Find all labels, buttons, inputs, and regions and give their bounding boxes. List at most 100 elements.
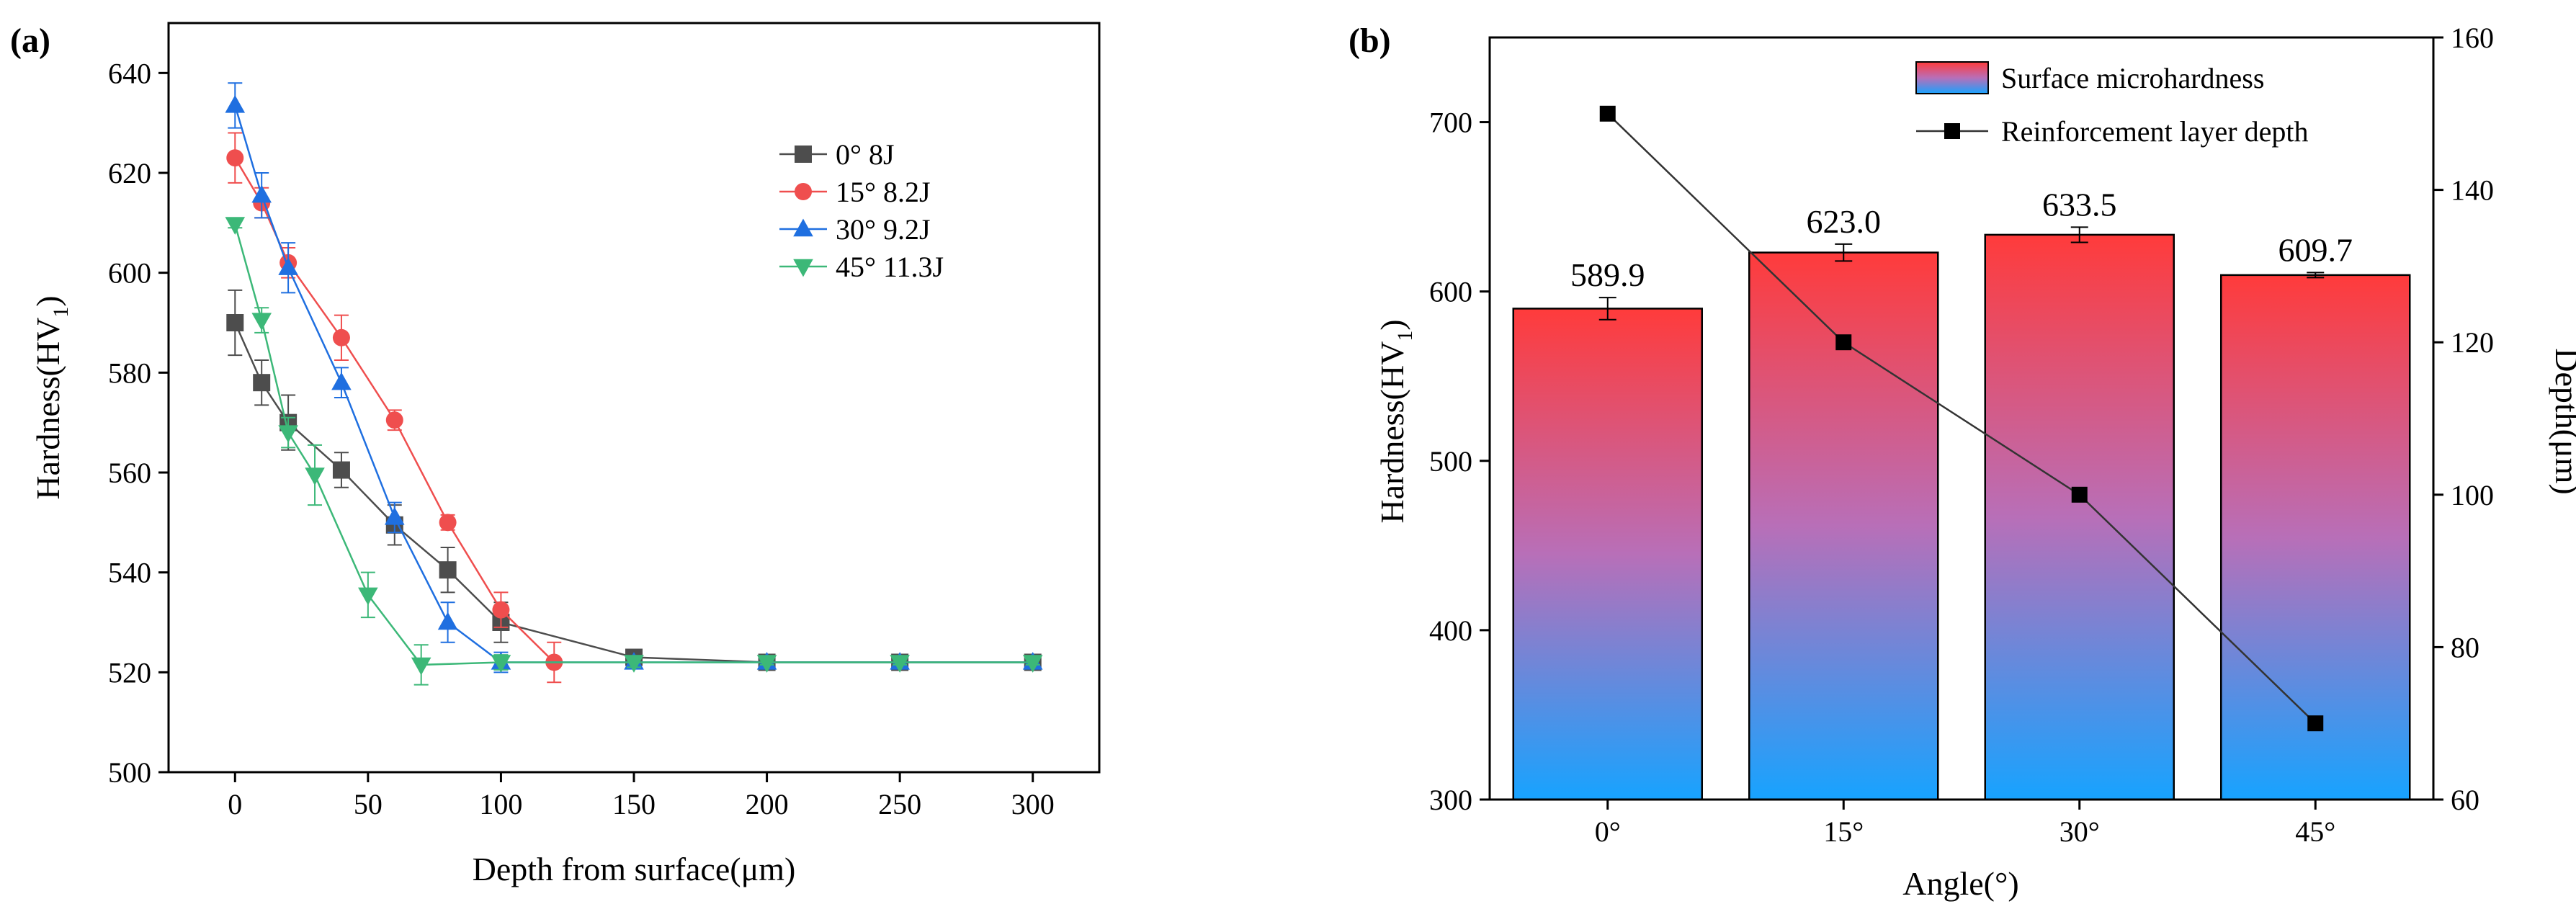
panel-b-plot-frame — [1488, 36, 2435, 801]
panel-b-y-tick-label: 400 — [1429, 614, 1472, 647]
panel-b-y-tick-label: 600 — [1429, 276, 1472, 308]
series-1-point — [385, 411, 403, 429]
bar-3 — [2220, 274, 2411, 801]
panel-b-ticks: 0° 15° 30° 45° 300 400 500 600 700 60 80 100 120 140 1… — [1429, 22, 2494, 848]
panel-a: (a) 0 50 100 150 200 250 300 500 520 540 560 580 600… — [10, 22, 1101, 887]
panel-a-y-tick-label: 500 — [108, 756, 151, 789]
series-3-point — [225, 217, 246, 235]
panel-a-ticks: 0 50 100 150 200 250 300 500 520 540 560 580 600 620 6… — [108, 57, 1055, 820]
depth-line — [1606, 112, 2317, 725]
series-3-point — [411, 657, 431, 676]
series-3-point — [1022, 655, 1043, 673]
panel-a-y-tick-label: 580 — [108, 357, 151, 389]
series-3-point — [358, 587, 378, 606]
panel-a-label: (a) — [10, 22, 50, 60]
panel-a-x-tick-label: 150 — [612, 788, 656, 820]
panel-b-y2-tick-label: 80 — [2451, 631, 2479, 663]
panel-b-depth-line — [1599, 105, 2324, 732]
panel-a-x-axis-label: Depth from surface(μm) — [473, 851, 796, 887]
series-3-point — [278, 425, 298, 443]
legend-b-line-marker — [1944, 123, 1960, 139]
series-0-point — [332, 461, 350, 479]
series-0-line — [234, 322, 1033, 663]
panel-b-y2-tick-label: 60 — [2451, 784, 2479, 816]
legend-a-label-1: 15° 8.2J — [836, 176, 931, 208]
series-2-point — [225, 95, 246, 113]
series-3-point — [305, 467, 325, 485]
panel-a-series — [225, 82, 1043, 686]
bar-2-value-label: 633.5 — [2042, 186, 2117, 223]
panel-a-x-tick-label: 100 — [479, 788, 522, 820]
panel-b-label: (b) — [1349, 22, 1391, 60]
panel-b-y2-tick-label: 120 — [2451, 326, 2494, 359]
panel-a-y-tick-label: 540 — [108, 557, 151, 589]
legend-a-label-2: 30° 9.2J — [836, 213, 931, 246]
series-1-line — [234, 157, 555, 663]
panel-b-y2-tick-label: 140 — [2451, 174, 2494, 207]
legend-b-bar-swatch — [1915, 61, 1989, 94]
panel-b-y-axis-label-main: Hardness(HV — [1374, 341, 1410, 524]
series-3-point — [890, 655, 910, 673]
series-3-point — [756, 655, 777, 673]
series-2-point — [437, 612, 458, 630]
panel-b-legend: Surface microhardness Reinforcement layer… — [1915, 61, 2308, 148]
panel-a-y-tick-label: 620 — [108, 157, 151, 189]
panel-a-y-axis-label-main: Hardness(HV — [30, 318, 66, 500]
panel-a-y-tick-label: 560 — [108, 457, 151, 489]
series-1-point — [492, 601, 510, 619]
series-3-point — [251, 313, 272, 331]
legend-b-bar-label: Surface microhardness — [2001, 62, 2264, 94]
panel-b-y-axis-label-close: ) — [1374, 319, 1410, 330]
panel-b-x-axis-label: Angle(°) — [1902, 865, 2018, 902]
panel-b-x-tick-label: 30° — [2060, 815, 2100, 848]
legend-a-label-3: 45° 11.3J — [836, 251, 944, 283]
panel-a-y-tick-label: 600 — [108, 257, 151, 290]
legend-a-marker-2 — [793, 218, 813, 237]
panel-a-y-axis-label-sub: 1 — [49, 307, 73, 318]
panel-b-x-tick-label: 45° — [2295, 815, 2335, 848]
panel-b-y2-tick-label: 100 — [2451, 479, 2494, 511]
panel-b-x-tick-label: 15° — [1823, 815, 1864, 848]
panel-a-y-axis-label: Hardness(HV1) — [30, 295, 73, 499]
series-0-point — [439, 561, 457, 579]
panel-b-y-axis-label: Hardness(HV1) — [1374, 319, 1417, 523]
panel-b-y-tick-label: 700 — [1429, 107, 1472, 139]
legend-a-marker-3 — [793, 259, 813, 277]
legend-a-marker-1 — [795, 183, 812, 200]
panel-b-bars: 589.9 623.0 633.5 609.7 — [1512, 186, 2411, 801]
panel-a-legend: 0° 8J 15° 8.2J 30° 9.2J 45° 11.3J — [779, 138, 944, 283]
panel-a-x-tick-label: 250 — [878, 788, 921, 820]
series-2-point — [251, 184, 272, 203]
series-3-point — [624, 655, 644, 673]
depth-point-1 — [1835, 334, 1852, 351]
bar-3-value-label: 609.7 — [2278, 231, 2353, 268]
legend-a-label-0: 0° 8J — [836, 138, 895, 171]
legend-b-line-label: Reinforcement layer depth — [2001, 115, 2308, 148]
bar-0 — [1512, 308, 1703, 801]
panel-b-y2-tick-label: 160 — [2451, 22, 2494, 54]
series-2-point — [384, 507, 405, 525]
series-0-point — [226, 314, 244, 331]
panel-a-x-tick-label: 200 — [746, 788, 789, 820]
depth-point-0 — [1599, 105, 1616, 122]
panel-b-y-tick-label: 300 — [1429, 784, 1472, 816]
series-2-point — [331, 372, 352, 390]
bar-2 — [1984, 233, 2175, 801]
legend-a-marker-0 — [795, 146, 812, 163]
depth-point-3 — [2307, 715, 2324, 732]
bar-0-value-label: 589.9 — [1570, 256, 1645, 293]
panel-b-y-tick-label: 500 — [1429, 445, 1472, 478]
panel-a-x-tick-label: 50 — [354, 788, 383, 820]
series-3-point — [491, 655, 511, 673]
bar-1-value-label: 623.0 — [1807, 203, 1882, 240]
series-1-point — [332, 328, 350, 346]
series-0-point — [253, 374, 271, 392]
panel-b: (b) 589.9 623.0 633.5 609.7 0° 15° 30° 45° 300 4… — [1349, 22, 2576, 902]
panel-b-y2-axis-label: Depth(μm) — [2549, 348, 2576, 495]
panel-a-x-tick-label: 300 — [1011, 788, 1055, 820]
series-3-line — [234, 224, 1033, 666]
panel-a-y-axis-label-close: ) — [30, 295, 66, 306]
panel-b-y-axis-label-sub: 1 — [1393, 331, 1417, 341]
panel-a-x-tick-label: 0 — [228, 788, 242, 820]
